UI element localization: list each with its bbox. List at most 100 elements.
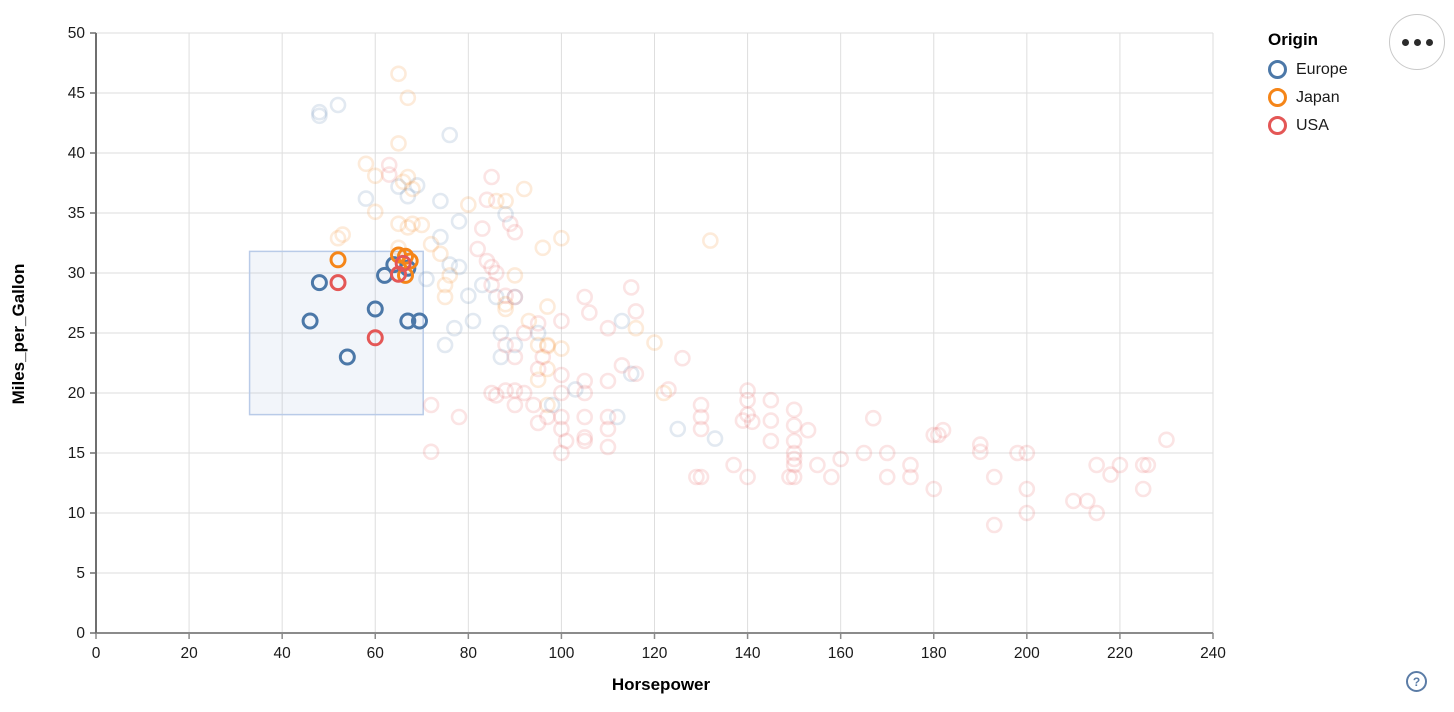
y-tick-label: 35 [68, 205, 85, 222]
data-point [478, 252, 496, 270]
data-point [576, 429, 593, 446]
data-point [464, 312, 482, 330]
data-point-selected [310, 274, 328, 292]
data-point [809, 456, 826, 474]
data-point [329, 96, 347, 114]
data-point [785, 401, 803, 419]
x-tick-label: 80 [460, 645, 478, 662]
data-point [501, 215, 519, 233]
data-point [446, 319, 463, 337]
selected-points [301, 246, 428, 366]
data-point [311, 103, 328, 121]
data-point [497, 192, 514, 210]
data-point [785, 468, 803, 486]
data-point [706, 430, 724, 447]
data-point [460, 196, 477, 213]
data-point [576, 288, 593, 306]
data-point [487, 387, 505, 404]
data-point [432, 245, 449, 263]
data-point [567, 381, 584, 398]
data-point [432, 228, 449, 246]
data-point [492, 348, 510, 366]
data-point [441, 267, 459, 284]
help-button[interactable]: ? [1406, 671, 1427, 692]
data-point [539, 396, 556, 414]
data-point [832, 450, 849, 468]
data-point [1088, 456, 1105, 474]
data-point [394, 173, 412, 191]
data-point [1009, 444, 1026, 462]
data-point [660, 381, 677, 398]
data-point [762, 432, 780, 450]
data-point [483, 384, 500, 402]
data-point [390, 178, 407, 195]
data-point [734, 412, 752, 429]
data-point [422, 396, 440, 414]
legend-entry-usa: USA [1268, 116, 1348, 135]
x-tick-label: 180 [921, 645, 947, 662]
data-point [399, 89, 417, 107]
data-point [627, 319, 645, 337]
data-point [390, 215, 407, 233]
data-point [902, 456, 919, 474]
ellipsis-icon [1425, 38, 1433, 46]
data-point [692, 396, 710, 414]
more-options-button[interactable] [1389, 14, 1445, 70]
data-point-selected [394, 254, 412, 272]
data-point [599, 319, 617, 337]
data-point [553, 366, 570, 384]
y-axis-title: Miles_per_Gallon [9, 263, 28, 405]
data-point [576, 408, 593, 426]
data-point [557, 432, 575, 450]
data-point [1018, 444, 1036, 462]
x-tick-label: 0 [92, 645, 101, 662]
data-point-selected [397, 247, 415, 265]
data-point [497, 205, 514, 223]
data-point [413, 216, 431, 234]
data-point [622, 279, 640, 296]
data-point [553, 384, 570, 402]
data-point [329, 229, 347, 247]
legend-symbol-ring [1268, 88, 1287, 107]
data-point [553, 229, 570, 247]
unselected-points [311, 65, 1175, 534]
data-point [436, 288, 454, 306]
data-point [390, 135, 407, 152]
data-point [855, 444, 873, 462]
data-point [418, 270, 435, 288]
data-point [380, 156, 398, 174]
data-point [702, 232, 719, 249]
data-point [539, 298, 556, 315]
data-point [506, 223, 524, 241]
ellipsis-icon [1413, 38, 1421, 46]
data-point [785, 432, 803, 450]
x-tick-label: 200 [1014, 645, 1040, 662]
data-point-selected [366, 329, 384, 347]
data-point-selected [397, 266, 415, 284]
data-point [506, 288, 524, 306]
data-point [1134, 480, 1152, 498]
data-point [608, 408, 626, 426]
data-point [599, 372, 617, 390]
data-point [971, 443, 989, 461]
legend-symbol-ring [1268, 116, 1287, 135]
data-point [864, 409, 882, 427]
data-point [487, 288, 505, 306]
data-point [473, 276, 491, 294]
data-point [497, 300, 514, 318]
data-point [1018, 504, 1036, 522]
data-point [506, 348, 524, 366]
data-point [622, 365, 640, 383]
data-point-selected [366, 300, 384, 318]
data-point [599, 408, 617, 426]
data-point-selected [329, 274, 347, 292]
data-point [553, 340, 570, 357]
data-point [539, 337, 556, 355]
data-point [1134, 456, 1152, 474]
data-point [483, 168, 500, 186]
data-point [357, 190, 375, 207]
data-point [878, 444, 896, 462]
axes [90, 32, 1214, 639]
data-point [436, 276, 454, 294]
